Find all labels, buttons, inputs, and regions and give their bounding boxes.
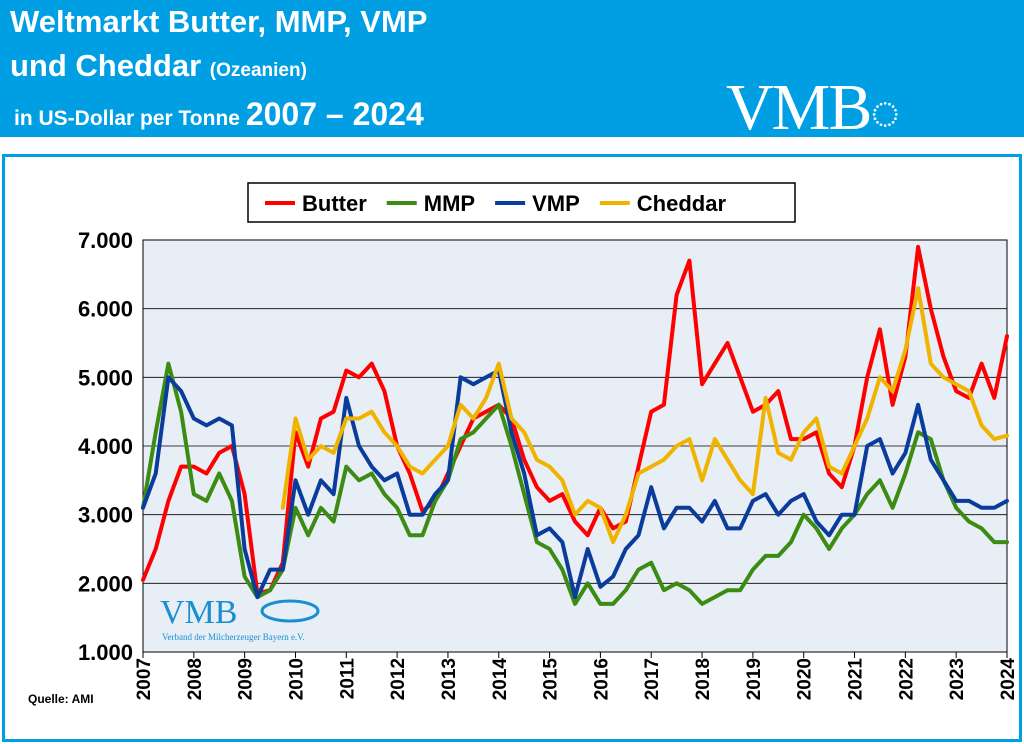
title-text: und Cheddar [10,48,202,83]
subtitle: in US-Dollar per Tonne 2007 – 2024 [14,96,424,133]
watermark-logo-swirl [260,599,320,623]
year-range: 2007 – 2024 [245,96,424,132]
title-line-1: Weltmarkt Butter, MMP, VMP [10,4,428,39]
x-tick-label: 2007 [134,658,155,700]
series-line-cheddar [280,286,1009,545]
x-tick-label: 2012 [388,658,409,700]
y-tick-label: 6.000 [78,297,133,322]
x-tick-label: 2008 [185,658,206,700]
x-tick-label: 2010 [286,658,307,700]
x-tick-label: 2016 [591,658,612,700]
y-tick-label: 5.000 [78,365,133,390]
x-tick-label: 2022 [896,658,917,700]
region-label: (Ozeanien) [209,60,307,81]
title-line-2: und Cheddar (Ozeanien) [10,48,307,84]
legend-label-mmp: MMP [424,191,475,216]
x-tick-label: 2019 [744,658,765,700]
x-tick-label: 2021 [846,658,867,701]
x-tick-label: 2014 [490,658,511,701]
y-tick-label: 4.000 [78,434,133,459]
x-tick-label: 2013 [439,658,460,700]
series-line-vmp [141,368,1009,600]
y-tick-label: 7.000 [78,228,133,253]
x-tick-label: 2018 [693,658,714,700]
x-tick-label: 2017 [642,658,663,700]
x-tick-label: 2011 [337,658,358,700]
watermark-logo: VMB [160,594,237,631]
y-tick-label: 3.000 [78,503,133,528]
x-tick-label: 2015 [541,658,562,701]
x-tick-label: 2023 [947,658,968,700]
x-tick-label: 2009 [236,658,257,700]
unit-label: in US-Dollar per Tonne [14,107,240,130]
header-banner: Weltmarkt Butter, MMP, VMP und Cheddar (… [0,0,1024,144]
x-tick-label: 2020 [795,658,816,700]
x-tick-label: 2024 [998,658,1019,701]
y-tick-label: 2.000 [78,571,133,596]
vmb-logo: VMB◌ [726,71,900,144]
watermark-subtitle: Verband der Milcherzeuger Bayern e.V. [162,632,305,642]
legend-label-butter: Butter [302,191,367,216]
legend-label-vmp: VMP [532,191,580,216]
source-label: Quelle: AMI [28,692,94,706]
series-line-butter [141,244,1009,596]
legend-label-cheddar: Cheddar [637,191,727,216]
y-tick-label: 1.000 [78,640,133,665]
